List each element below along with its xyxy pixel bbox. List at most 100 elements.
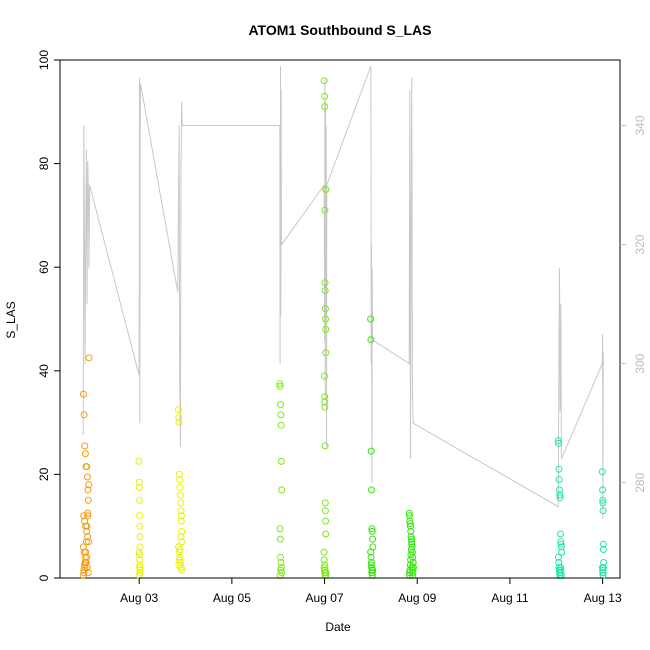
data-point bbox=[176, 483, 184, 491]
secondary-line-layer bbox=[82, 65, 604, 519]
data-point bbox=[84, 509, 92, 517]
data-point bbox=[84, 512, 92, 520]
y-tick-label: 0 bbox=[37, 574, 51, 581]
data-point bbox=[407, 533, 415, 541]
data-point bbox=[555, 476, 563, 484]
data-point bbox=[321, 499, 329, 507]
data-point bbox=[368, 569, 376, 577]
data-point bbox=[136, 543, 144, 551]
data-point bbox=[369, 535, 376, 543]
data-point bbox=[408, 569, 416, 577]
data-point bbox=[174, 406, 182, 414]
data-point bbox=[599, 499, 607, 507]
data-point bbox=[136, 496, 143, 504]
data-point bbox=[407, 522, 414, 530]
data-point bbox=[82, 522, 90, 530]
x-tick-label: Aug 07 bbox=[306, 591, 344, 605]
data-point bbox=[135, 478, 143, 486]
data-point bbox=[85, 354, 93, 362]
y-tick-label: 60 bbox=[37, 260, 51, 274]
data-point bbox=[599, 486, 607, 494]
y-tick-label: 80 bbox=[37, 157, 51, 171]
data-point bbox=[175, 413, 183, 421]
data-point bbox=[407, 546, 415, 553]
data-point bbox=[178, 538, 186, 546]
data-point bbox=[320, 372, 328, 380]
x-tick-label: Aug 11 bbox=[491, 591, 528, 605]
data-point bbox=[178, 566, 186, 574]
data-point bbox=[277, 566, 285, 574]
data-point bbox=[321, 103, 329, 111]
data-point bbox=[322, 349, 330, 357]
data-point bbox=[557, 564, 565, 572]
data-point bbox=[84, 486, 92, 494]
data-point bbox=[175, 419, 183, 427]
data-point bbox=[80, 390, 87, 398]
data-point bbox=[178, 527, 186, 535]
secondary-series-line bbox=[82, 65, 604, 519]
data-point bbox=[599, 569, 607, 577]
data-point bbox=[80, 411, 88, 419]
y-tick-label: 40 bbox=[37, 364, 51, 378]
data-point bbox=[85, 538, 92, 546]
data-point bbox=[321, 393, 329, 401]
data-point bbox=[82, 559, 90, 566]
data-point bbox=[79, 543, 87, 551]
data-point bbox=[368, 527, 376, 535]
data-point bbox=[276, 380, 284, 388]
data-point bbox=[367, 548, 375, 556]
data-point bbox=[554, 553, 562, 561]
data-point bbox=[600, 559, 608, 566]
data-point bbox=[599, 564, 607, 572]
data-point bbox=[321, 398, 329, 406]
data-point bbox=[367, 559, 375, 566]
data-point bbox=[367, 447, 375, 455]
data-point bbox=[80, 569, 88, 577]
data-point bbox=[135, 548, 143, 556]
data-point bbox=[178, 512, 185, 520]
data-point bbox=[136, 564, 144, 572]
data-point bbox=[136, 533, 144, 541]
data-point bbox=[277, 553, 285, 561]
data-point bbox=[321, 507, 329, 515]
data-point bbox=[81, 442, 89, 450]
data-point bbox=[368, 486, 375, 494]
data-point bbox=[277, 421, 285, 429]
data-point bbox=[83, 473, 91, 481]
points-layer bbox=[79, 77, 608, 579]
data-point bbox=[321, 561, 329, 569]
data-point bbox=[599, 566, 607, 574]
data-point bbox=[135, 457, 143, 465]
data-point bbox=[322, 315, 329, 323]
data-point bbox=[83, 564, 91, 572]
data-point bbox=[177, 499, 185, 507]
data-point bbox=[84, 533, 91, 541]
data-point bbox=[176, 546, 184, 553]
data-point bbox=[277, 564, 285, 572]
data-point bbox=[557, 566, 565, 574]
data-point bbox=[321, 305, 329, 313]
data-point bbox=[136, 512, 144, 520]
data-point bbox=[277, 411, 285, 419]
data-point bbox=[177, 507, 185, 515]
x-tick-label: Aug 09 bbox=[398, 591, 436, 605]
x-tick-label: Aug 03 bbox=[120, 591, 158, 605]
data-point bbox=[408, 540, 416, 548]
data-point bbox=[83, 527, 91, 535]
data-point bbox=[407, 551, 415, 559]
data-point bbox=[556, 486, 563, 494]
data-point bbox=[558, 548, 566, 556]
data-point bbox=[409, 559, 417, 566]
secondary-y-tick-label: 340 bbox=[633, 115, 647, 135]
data-point bbox=[407, 535, 415, 543]
data-point bbox=[408, 538, 416, 546]
data-point bbox=[322, 186, 330, 193]
secondary-y-tick-label: 280 bbox=[633, 472, 647, 492]
data-point bbox=[321, 287, 329, 294]
data-point bbox=[557, 543, 565, 551]
data-point bbox=[136, 561, 144, 569]
secondary-y-axis: 280 300 320 340 bbox=[620, 115, 647, 493]
data-point bbox=[406, 512, 413, 520]
data-point bbox=[322, 530, 330, 538]
data-point bbox=[136, 566, 144, 574]
